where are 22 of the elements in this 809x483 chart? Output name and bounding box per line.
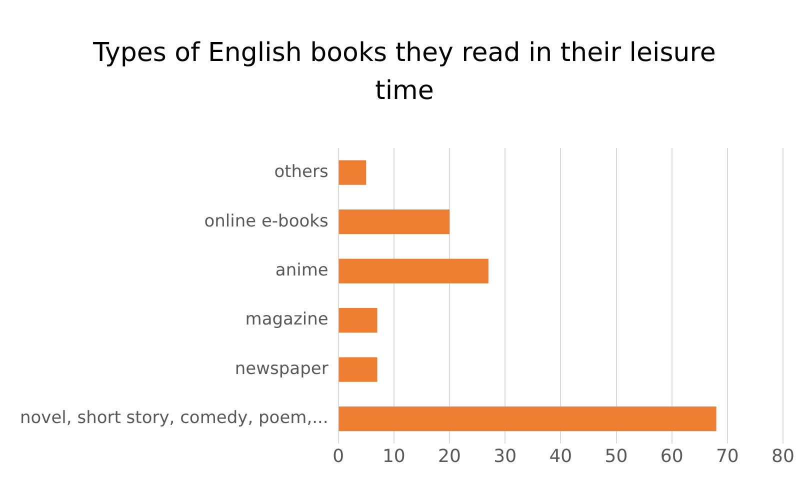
y-tick-label: anime	[275, 260, 328, 281]
bar	[338, 406, 716, 432]
bar	[338, 160, 366, 185]
x-tick-label: 30	[494, 446, 517, 467]
y-tick-label: online e-books	[204, 211, 328, 232]
x-tick-label: 0	[332, 446, 344, 467]
bar	[338, 258, 488, 284]
x-tick-label: 50	[604, 446, 628, 467]
y-tick-label: newspaper	[234, 358, 328, 379]
y-tick-label: others	[274, 162, 328, 182]
bar	[338, 308, 378, 333]
x-tick-label: 20	[438, 446, 461, 467]
x-tick-label: 10	[382, 446, 406, 467]
bar	[338, 357, 378, 382]
x-tick-label: 60	[660, 446, 684, 467]
x-tick-label: 70	[716, 446, 739, 467]
y-tick-label: magazine	[245, 310, 328, 330]
x-tick-label: 40	[549, 446, 572, 467]
x-tick-label: 80	[772, 446, 794, 467]
y-tick-label: novel, short story, comedy, poem,...	[20, 408, 328, 428]
bar	[338, 210, 450, 234]
chart-title: Types of English books they read in their leisure time	[92, 37, 717, 108]
